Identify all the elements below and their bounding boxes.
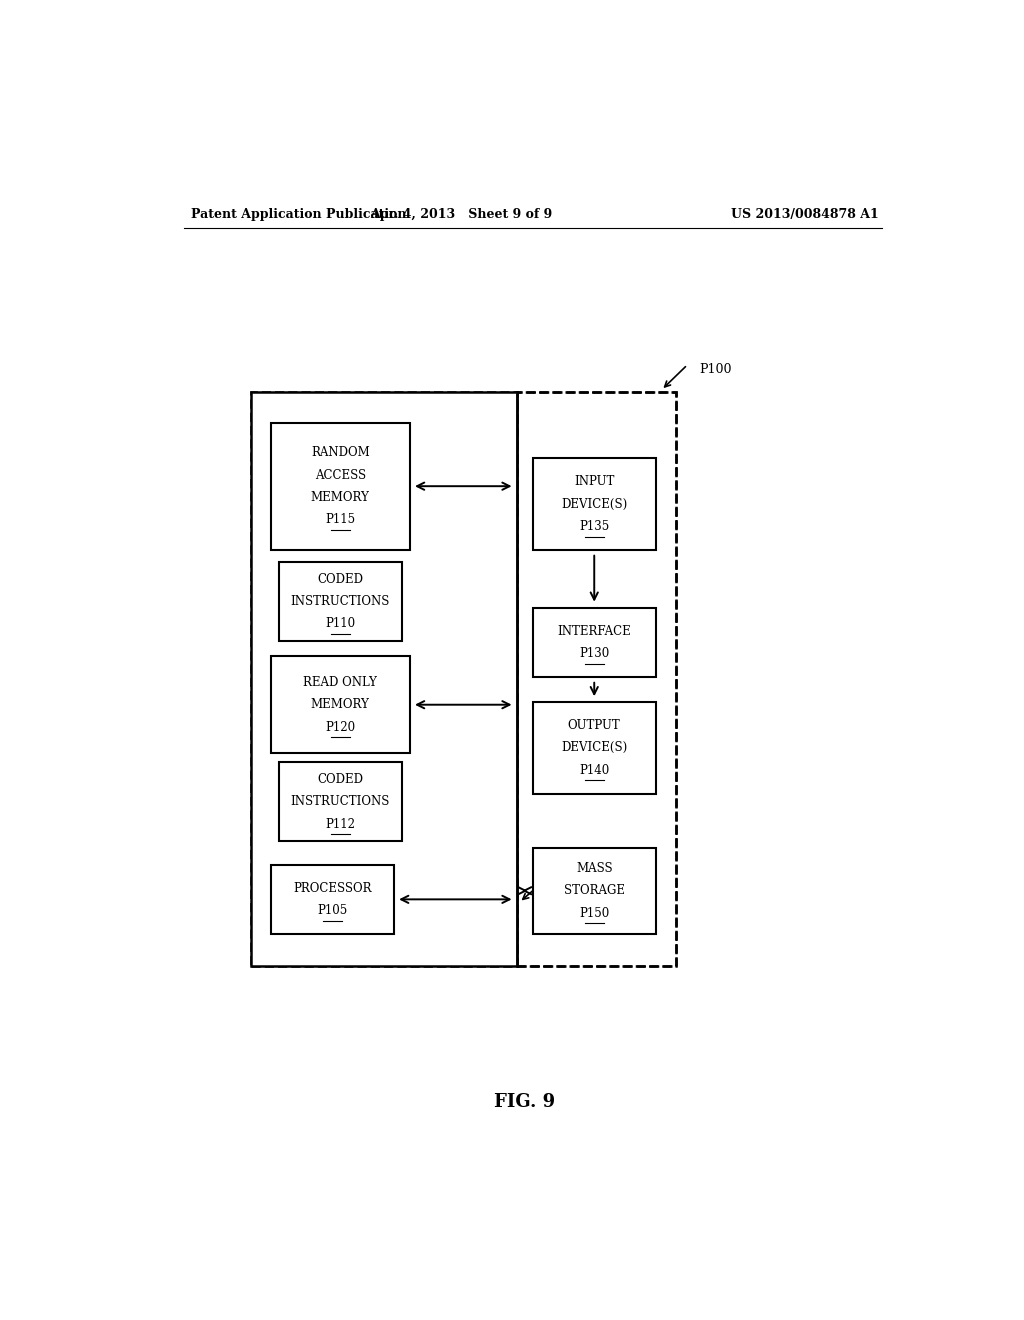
Text: DEVICE(S): DEVICE(S)	[561, 498, 628, 511]
Bar	[251, 392, 517, 966]
Text: P105: P105	[317, 904, 347, 917]
Text: CODED: CODED	[317, 774, 364, 785]
Bar	[270, 656, 410, 752]
Text: P150: P150	[580, 907, 609, 920]
Bar	[279, 562, 401, 642]
Text: P140: P140	[580, 764, 609, 776]
Text: Apr. 4, 2013   Sheet 9 of 9: Apr. 4, 2013 Sheet 9 of 9	[371, 207, 552, 220]
Text: P130: P130	[580, 647, 609, 660]
Bar	[532, 702, 655, 793]
Text: MASS: MASS	[575, 862, 612, 875]
Text: READ ONLY: READ ONLY	[303, 676, 377, 689]
Text: P112: P112	[326, 817, 355, 830]
Text: P125: P125	[557, 870, 589, 883]
Bar	[270, 865, 394, 935]
Text: INPUT: INPUT	[574, 475, 614, 488]
Text: P100: P100	[699, 363, 732, 376]
Text: STORAGE: STORAGE	[564, 884, 625, 898]
Text: RANDOM: RANDOM	[311, 446, 370, 459]
Text: DEVICE(S): DEVICE(S)	[561, 742, 628, 755]
Text: P135: P135	[580, 520, 609, 533]
Bar	[532, 847, 655, 935]
Text: OUTPUT: OUTPUT	[568, 719, 621, 733]
Text: P110: P110	[326, 618, 355, 631]
Text: PROCESSOR: PROCESSOR	[293, 882, 372, 895]
Text: INSTRUCTIONS: INSTRUCTIONS	[291, 595, 390, 609]
Text: Patent Application Publication: Patent Application Publication	[191, 207, 407, 220]
Text: ACCESS: ACCESS	[314, 469, 366, 482]
Bar	[532, 607, 655, 677]
Text: INSTRUCTIONS: INSTRUCTIONS	[291, 795, 390, 808]
Text: CODED: CODED	[317, 573, 364, 586]
Text: FIG. 9: FIG. 9	[495, 1093, 555, 1110]
Text: INTERFACE: INTERFACE	[557, 624, 631, 638]
Bar	[532, 458, 655, 549]
Text: US 2013/0084878 A1: US 2013/0084878 A1	[731, 207, 879, 220]
Text: P120: P120	[326, 721, 355, 734]
Text: P115: P115	[326, 513, 355, 527]
Bar	[270, 422, 410, 549]
Bar	[251, 392, 676, 966]
Text: MEMORY: MEMORY	[311, 698, 370, 711]
Text: MEMORY: MEMORY	[311, 491, 370, 504]
Bar	[279, 762, 401, 841]
Bar	[517, 392, 676, 966]
